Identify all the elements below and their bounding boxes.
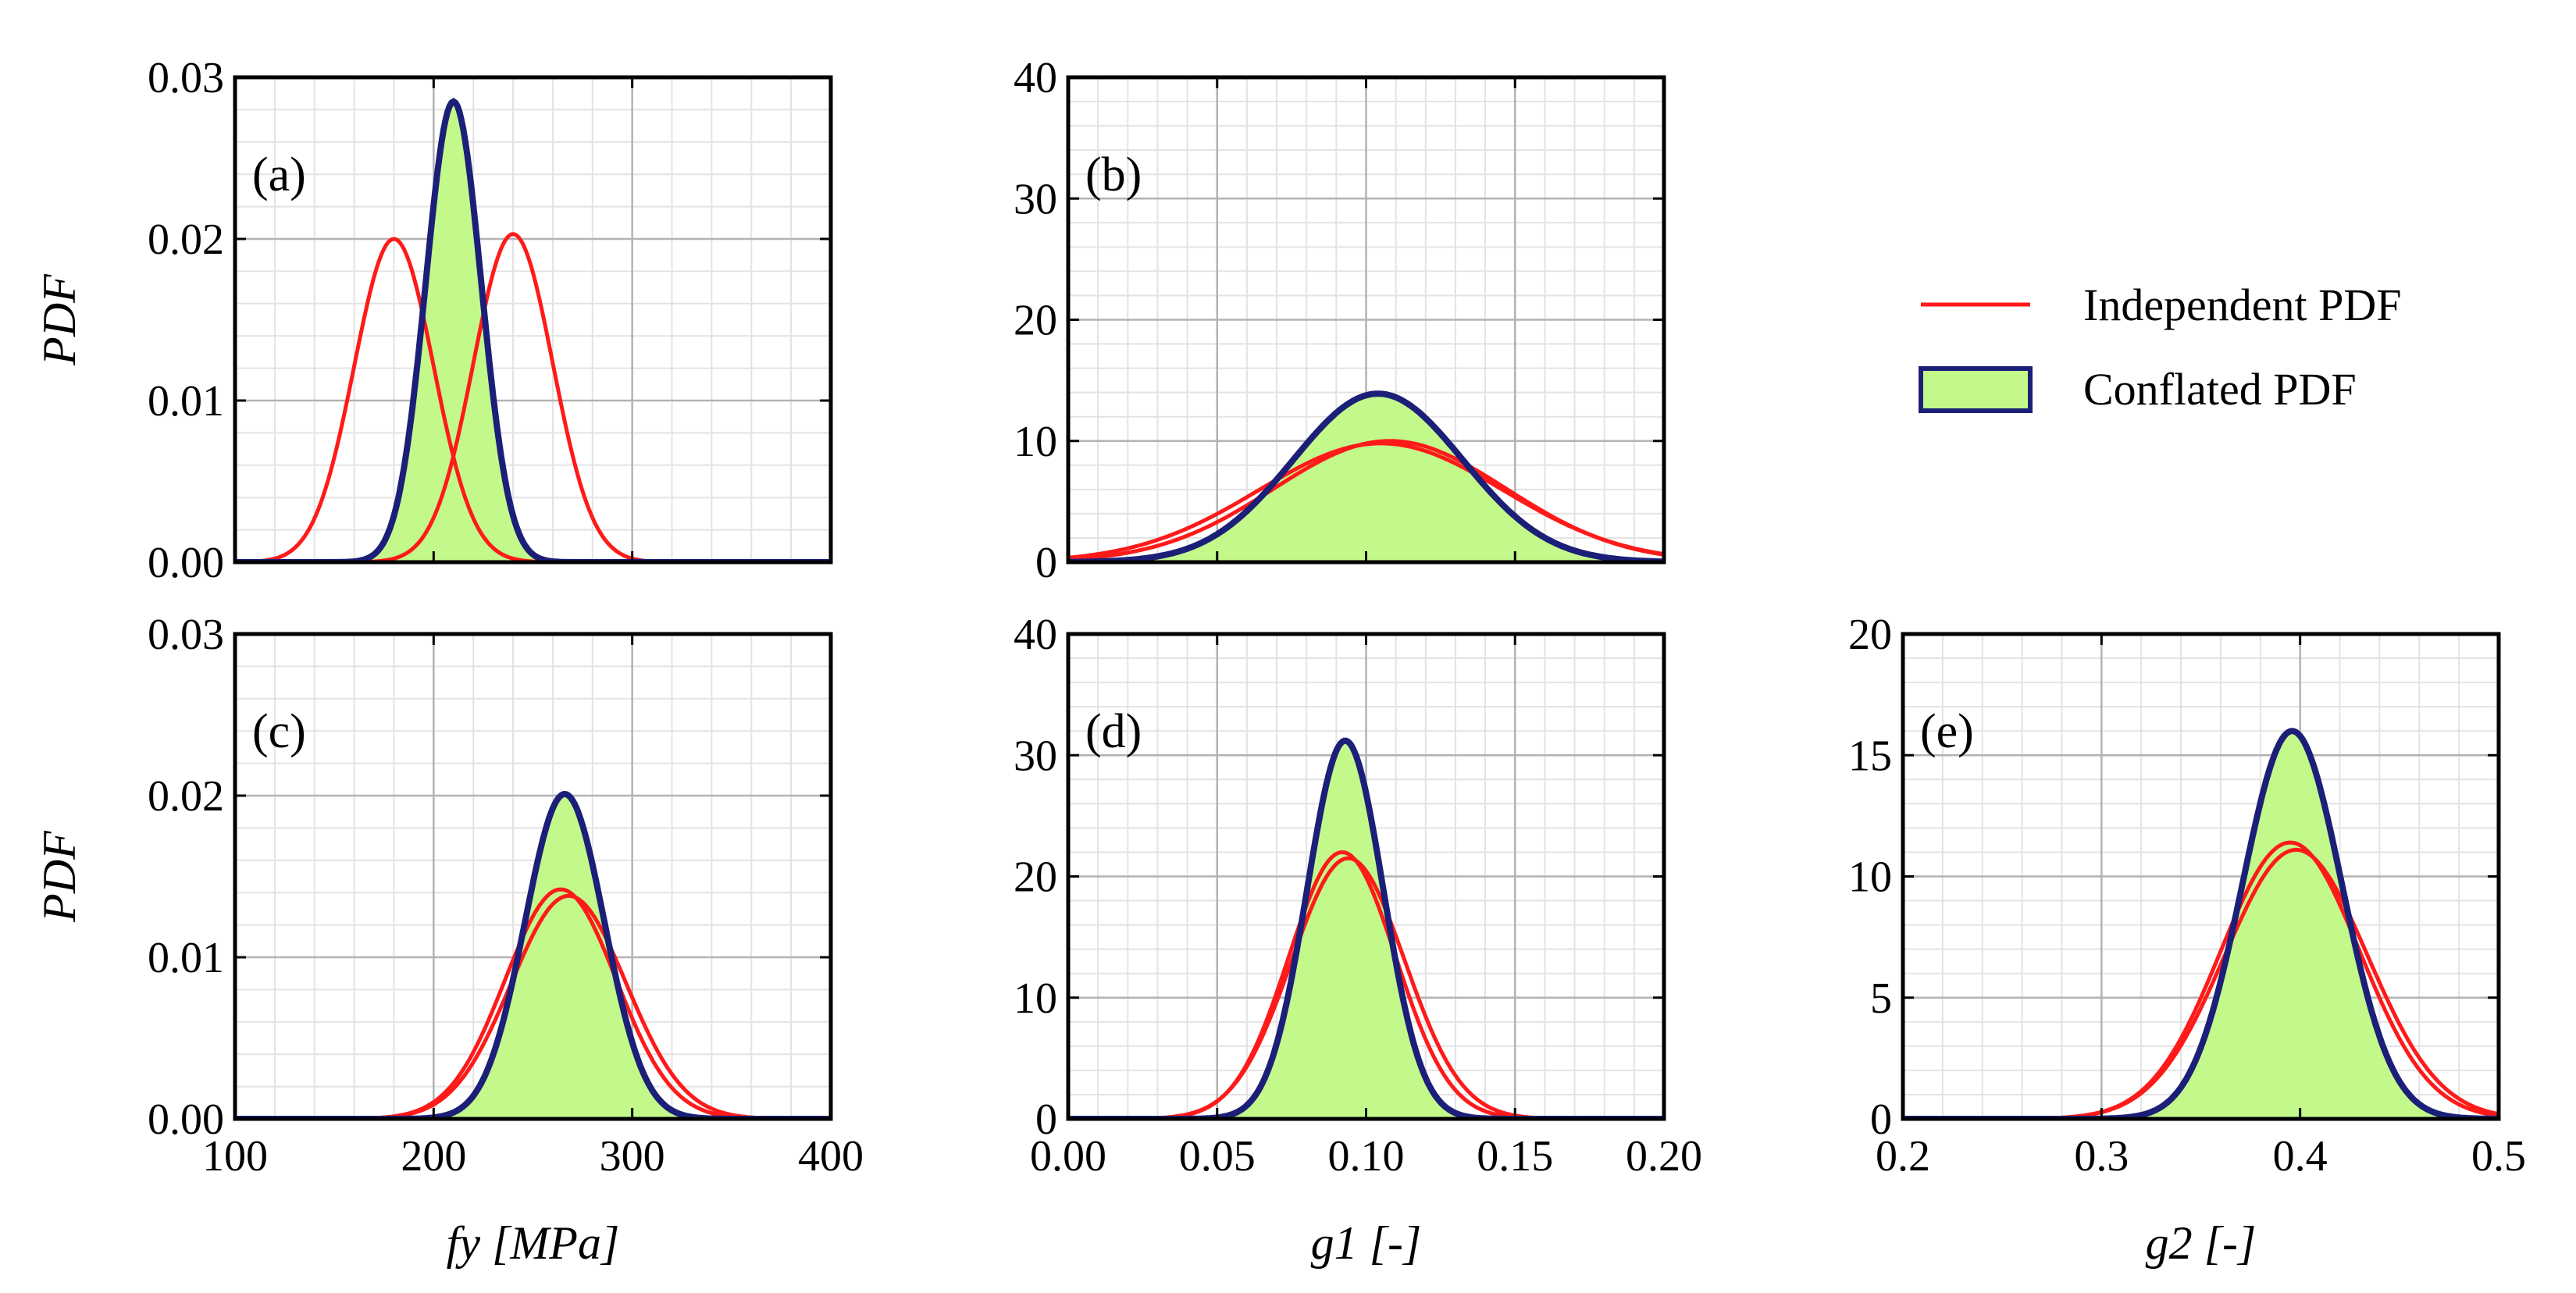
x-tick-label: 0.15 <box>1477 1132 1553 1181</box>
y-tick-label: 0 <box>1035 539 1057 587</box>
y-tick-label: 0.03 <box>148 611 224 659</box>
x-axis-label: fy [MPa] <box>447 1217 620 1269</box>
x-axis-label: g2 [-] <box>2146 1217 2257 1269</box>
y-tick-label: 0.01 <box>148 377 224 426</box>
x-tick-label: 200 <box>401 1132 466 1181</box>
x-tick-label: 0.2 <box>1876 1132 1930 1181</box>
y-tick-label: 0 <box>1035 1095 1057 1144</box>
y-tick-label: 0.02 <box>148 772 224 821</box>
legend-conflated-label: Conflated PDF <box>2083 364 2357 415</box>
y-tick-label: 0.00 <box>148 539 224 587</box>
y-tick-label: 0 <box>1870 1095 1892 1144</box>
panel-b: 0 10 20 30 40 (b) <box>1014 54 1666 587</box>
x-tick-label: 300 <box>600 1132 665 1181</box>
y-tick-label: 0.00 <box>148 1095 224 1144</box>
x-axis-label: g1 [-] <box>1311 1217 1422 1269</box>
conflated-pdf-area <box>1068 740 1664 1119</box>
y-tick-label: 30 <box>1014 732 1057 780</box>
y-tick-label: 30 <box>1014 175 1057 223</box>
y-tick-label: 10 <box>1014 974 1057 1023</box>
panel-e: 0 5 10 15 20 0.2 0.3 0.4 0.5 g2 [-] (e) <box>1848 611 2526 1269</box>
panel-label: (e) <box>1920 705 1974 758</box>
legend: Independent PDF Conflated PDF <box>1919 280 2402 415</box>
y-tick-label: 40 <box>1014 611 1057 659</box>
y-tick-label: 40 <box>1014 54 1057 102</box>
plot-frame <box>1066 75 1666 565</box>
plot-frame <box>233 75 833 565</box>
curves-a <box>235 98 831 562</box>
conflated-pdf-area <box>1903 731 2499 1119</box>
x-tick-label: 0.20 <box>1626 1132 1702 1181</box>
curves-b <box>1068 390 1664 562</box>
x-tick-label: 0.5 <box>2471 1132 2526 1181</box>
y-tick-label: 0.02 <box>148 216 224 264</box>
panel-label: (d) <box>1085 705 1142 758</box>
y-tick-label: 20 <box>1014 853 1057 902</box>
x-tick-label: 100 <box>202 1132 268 1181</box>
independent-pdf-line-2 <box>235 232 831 562</box>
panel-d: 0 10 20 30 40 0.00 0.05 0.10 0.15 0.20 g1 [-] (d) <box>1014 611 1702 1269</box>
plot-frame <box>1901 632 2501 1121</box>
independent-pdf-line-2 <box>1068 439 1664 562</box>
panel-label: (c) <box>252 705 306 758</box>
x-tick-label: 0.05 <box>1179 1132 1256 1181</box>
y-tick-label: 20 <box>1014 297 1057 345</box>
y-axis-label: PDF <box>34 830 85 923</box>
panel-label: (a) <box>252 148 306 201</box>
x-tick-label: 0.3 <box>2074 1132 2129 1181</box>
x-tick-label: 0.4 <box>2273 1132 2328 1181</box>
panel-a: 0.00 0.01 0.02 0.03 PDF (a) <box>34 54 833 587</box>
panel-c: 0.00 0.01 0.02 0.03 100 200 300 400 PDF fy [MPa] (… <box>34 611 864 1269</box>
x-tick-label: 400 <box>798 1132 864 1181</box>
plot-frame <box>1066 632 1666 1121</box>
y-tick-label: 5 <box>1870 974 1892 1023</box>
plot-frame <box>233 632 833 1121</box>
x-tick-label: 0.10 <box>1328 1132 1405 1181</box>
panel-label: (b) <box>1085 148 1142 201</box>
y-tick-label: 10 <box>1014 418 1057 466</box>
legend-independent-label: Independent PDF <box>2083 280 2402 330</box>
x-tick-label: 0.00 <box>1030 1132 1106 1181</box>
conflated-pdf-line <box>1068 390 1664 562</box>
y-tick-label: 0.01 <box>148 934 224 982</box>
y-axis-label: PDF <box>34 273 85 366</box>
y-tick-label: 15 <box>1848 732 1892 780</box>
y-tick-label: 0.03 <box>148 54 224 102</box>
conflated-pdf-line <box>1903 728 2499 1119</box>
conflated-pdf-area <box>235 793 831 1119</box>
legend-conflated-swatch <box>1919 366 2033 413</box>
y-tick-label: 10 <box>1848 853 1892 902</box>
conflated-pdf-line <box>1068 737 1664 1119</box>
y-tick-label: 20 <box>1848 611 1892 659</box>
